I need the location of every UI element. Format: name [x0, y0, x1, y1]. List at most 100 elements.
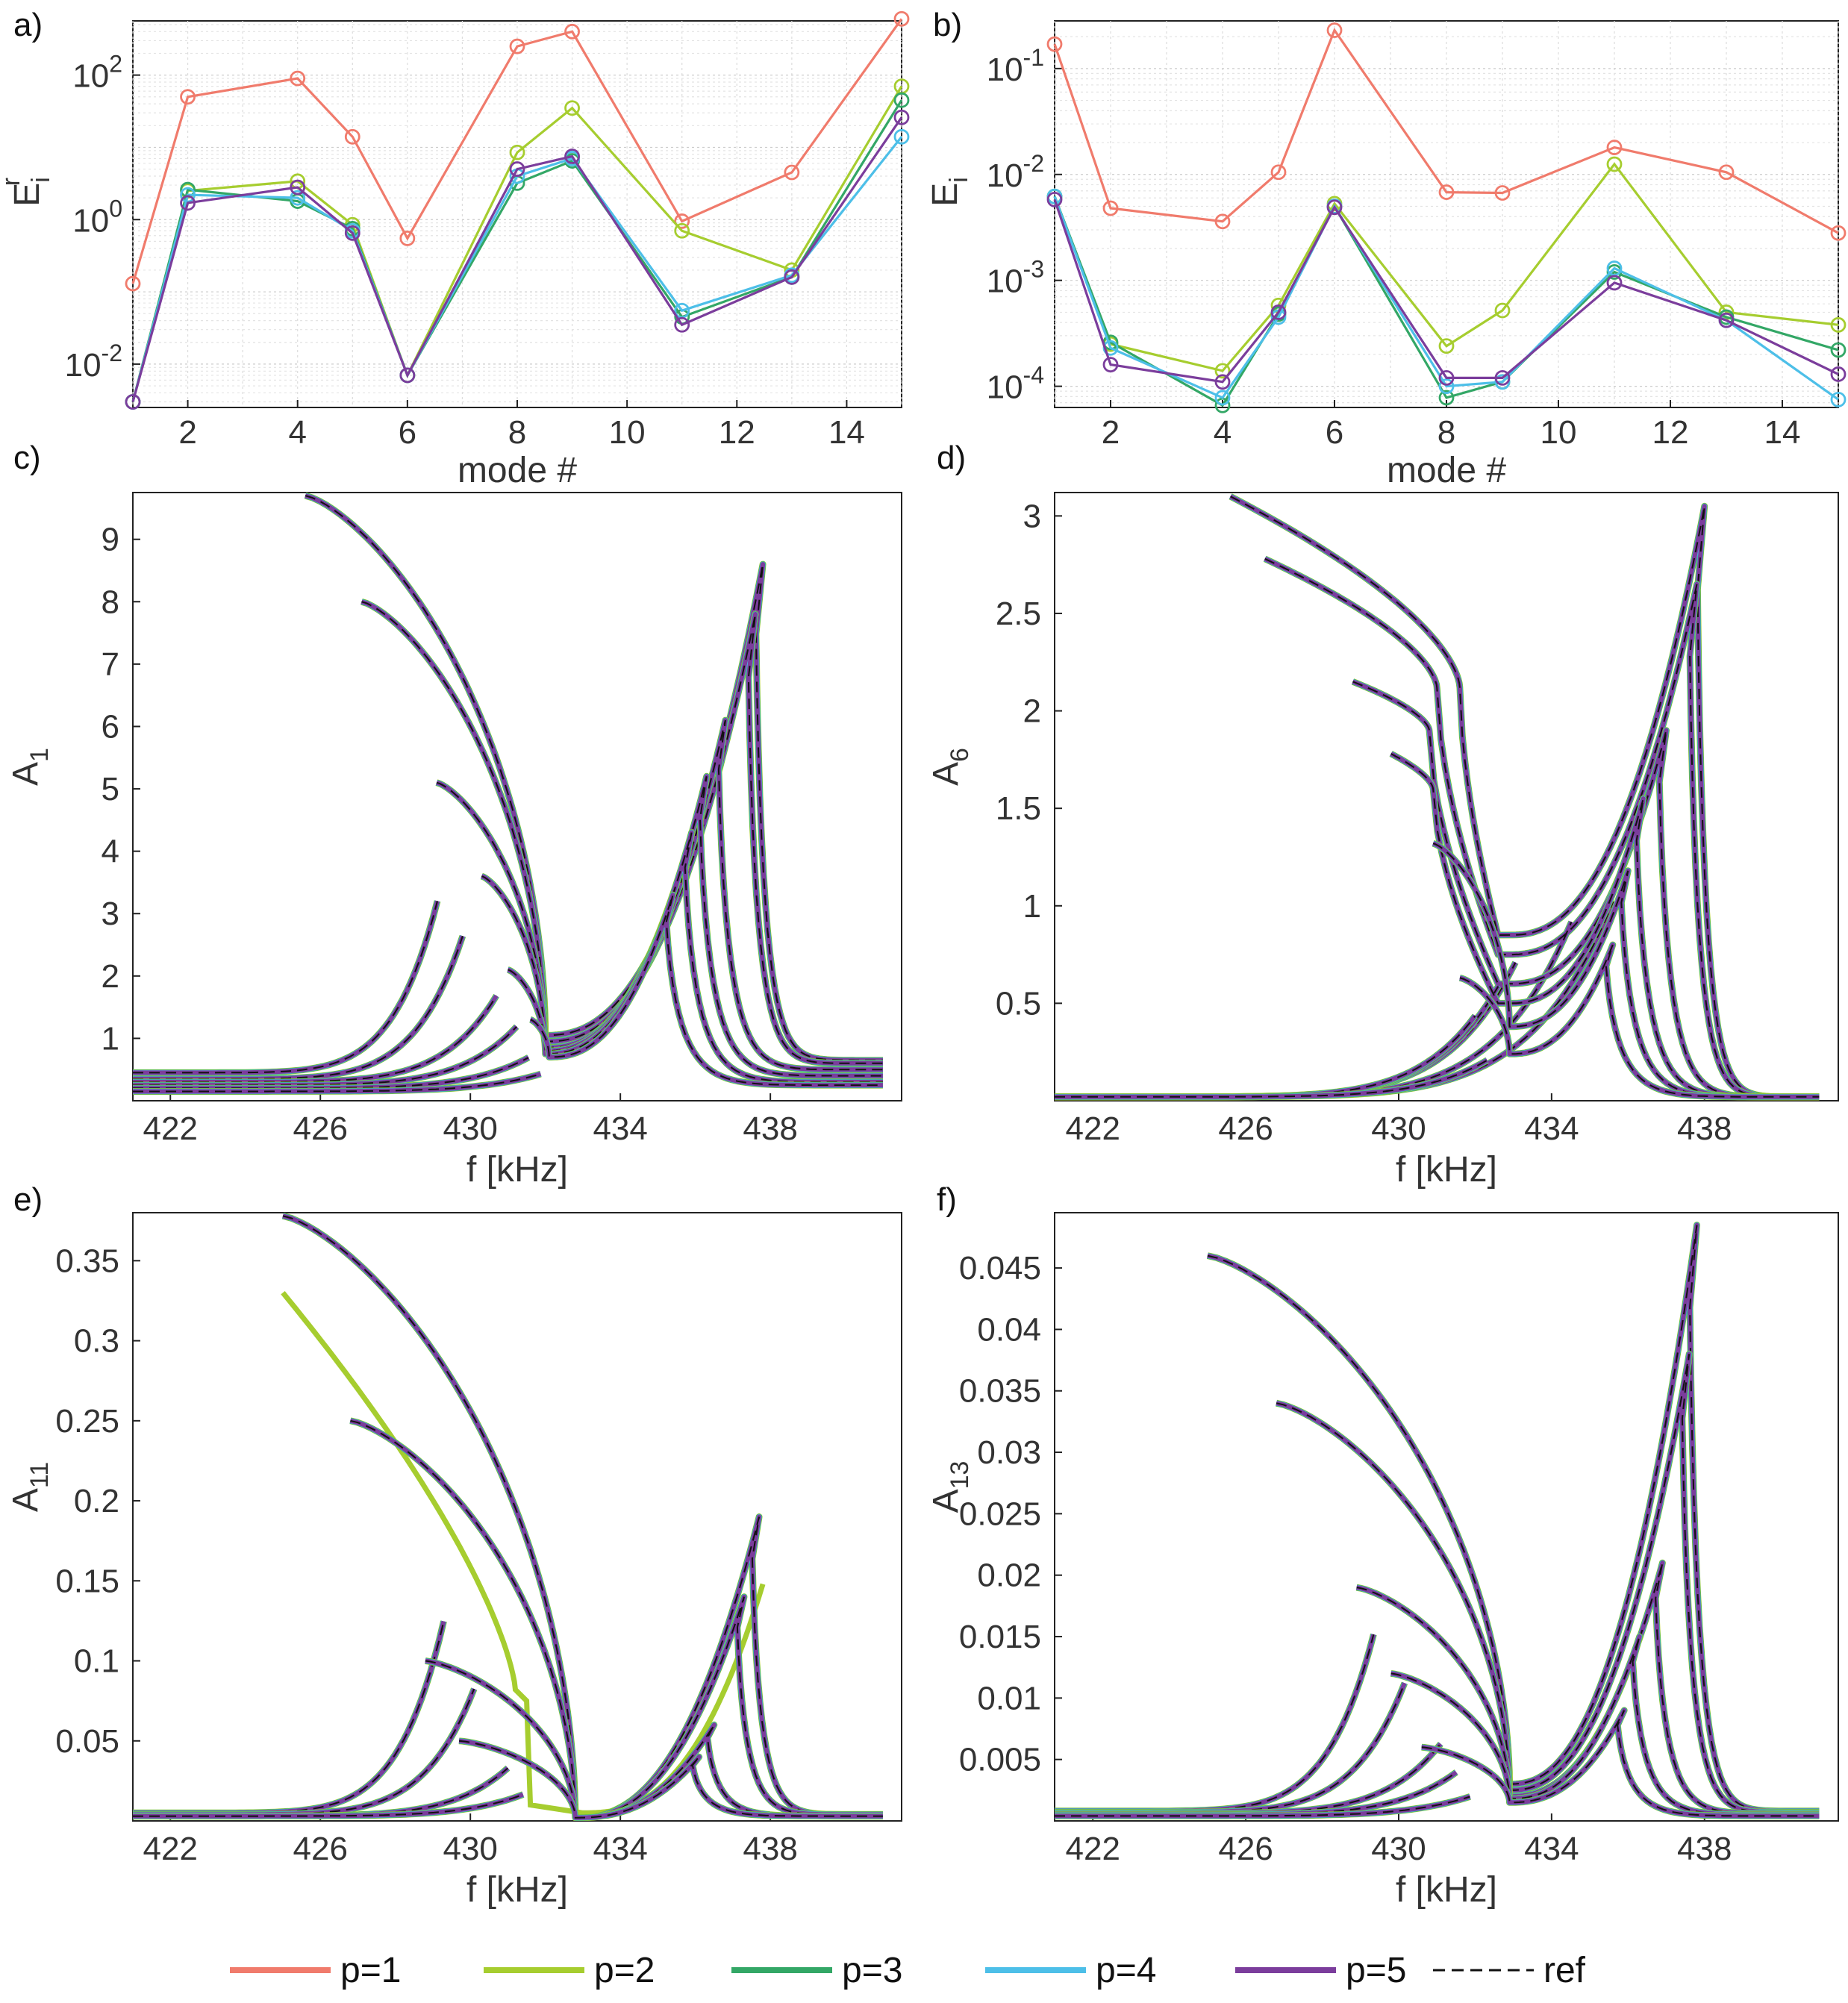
- x-tick-label: 12: [719, 414, 755, 451]
- y-tick-label: 0.045: [959, 1250, 1041, 1287]
- data-point: [893, 128, 910, 145]
- x-tick-label: 434: [1524, 1110, 1579, 1147]
- data-point: [180, 89, 196, 105]
- y-tick-label: 102: [72, 51, 122, 95]
- x-tick-label: 426: [293, 1110, 348, 1147]
- x-tick-label: 422: [1066, 1831, 1120, 1867]
- y-axis-label-sub: 6: [946, 748, 974, 762]
- y-axis-label-main: E: [7, 183, 47, 207]
- y-tick-label: 0.35: [55, 1243, 119, 1279]
- y-axis-label: A1: [6, 748, 54, 786]
- y-tick-base: 10: [72, 202, 109, 239]
- data-point: [1438, 338, 1455, 354]
- y-axis-label-main: E: [925, 183, 965, 207]
- y-tick-base: 10: [72, 58, 109, 95]
- series-line: [131, 116, 903, 402]
- x-tick-label: 6: [1326, 414, 1343, 451]
- ref-upper: [1459, 944, 1820, 1098]
- data-point: [1046, 191, 1063, 207]
- data-point: [1438, 369, 1455, 386]
- x-tick-label: 430: [443, 1110, 497, 1147]
- y-tick-label: 0.015: [959, 1619, 1041, 1655]
- y-tick-label: 1: [102, 1020, 119, 1057]
- response-curve: [133, 1737, 883, 1821]
- data-point: [1494, 302, 1511, 319]
- x-axis-label: f [kHz]: [466, 1150, 568, 1190]
- series-line: [1053, 199, 1839, 384]
- y-tick-label: 7: [102, 646, 119, 683]
- y-tick-label: 0.1: [74, 1643, 119, 1680]
- panel-label: b): [933, 7, 962, 43]
- data-point: [399, 367, 416, 384]
- y-tick-label: 10-2: [987, 150, 1044, 194]
- ref-lower: [133, 1073, 541, 1093]
- y-axis-label-main: A: [6, 1488, 46, 1512]
- y-tick-label: 0.04: [977, 1311, 1041, 1348]
- panel-f: f) 422 426 430 434 438 0.005 0.01 0.015 0.02 0.025…: [926, 1181, 1839, 1910]
- curves: [1055, 493, 1820, 1101]
- legend-item: ref: [1433, 1951, 1586, 1990]
- ref-upper: [1230, 496, 1820, 1098]
- legend-item: p=1: [230, 1951, 401, 1990]
- panel-label: c): [13, 440, 41, 476]
- y-axis-label-sub: 13: [946, 1461, 974, 1490]
- y-axis-label-sub: 1: [25, 748, 54, 762]
- y-tick-label: 2.5: [996, 596, 1041, 632]
- legend-item: p=4: [985, 1951, 1156, 1990]
- ref-lower: [133, 1026, 517, 1087]
- panel-e: e) 422 426 430 434 438 0.05 0.1 0.15 0.2 0.25 0.3 0.…: [6, 1181, 902, 1910]
- data-point: [180, 195, 196, 211]
- y-tick-label: 100: [72, 195, 122, 239]
- x-tick-label: 438: [743, 1110, 797, 1147]
- data-point: [674, 316, 690, 333]
- legend-item: p=5: [1235, 1951, 1406, 1990]
- y-tick-label: 0.2: [74, 1483, 119, 1519]
- y-tick-exponent: 2: [109, 51, 122, 78]
- x-tick-label: 434: [593, 1110, 647, 1147]
- data-point: [1606, 140, 1623, 155]
- data-point: [1214, 390, 1231, 406]
- legend: p=1 p=2 p=3 p=4 p=5 ref: [230, 1951, 1586, 1990]
- y-tick-label: 6: [102, 708, 119, 745]
- data-point: [784, 269, 800, 285]
- x-tick-label: 438: [743, 1831, 797, 1867]
- x-tick-label: 2: [178, 414, 196, 451]
- x-tick-label: 426: [293, 1831, 348, 1867]
- y-tick-label: 0.15: [55, 1563, 119, 1599]
- panel-d: d) 422 426 430 434 438 0.5 1 1.5 2 2.5 3 f [kHz] A6: [926, 440, 1839, 1190]
- y-axis-label-main: A: [926, 762, 966, 786]
- data-point: [1438, 390, 1455, 406]
- y-tick-label: 5: [102, 771, 119, 807]
- y-tick-label: 9: [102, 522, 119, 558]
- y-tick-label: 0.03: [977, 1434, 1041, 1471]
- y-tick-exponent: -2: [102, 340, 122, 366]
- x-tick-label: 430: [1371, 1831, 1426, 1867]
- grid: [132, 21, 902, 407]
- ref-lower: [1055, 1796, 1470, 1817]
- y-axis-label: A11: [6, 1462, 54, 1512]
- ref-upper: [282, 1215, 883, 1819]
- x-tick-label: 14: [828, 414, 865, 451]
- ref-upper: [1390, 1636, 1820, 1816]
- data-point: [1494, 369, 1511, 386]
- response-curve: [133, 493, 883, 1076]
- y-axis-label-main: A: [926, 1489, 966, 1513]
- y-axis-label-sub: i: [945, 177, 973, 183]
- data-point: [893, 92, 910, 108]
- y-tick-label: 0.5: [996, 985, 1041, 1022]
- data-point: [1606, 275, 1623, 291]
- x-tick-label: 10: [609, 414, 646, 451]
- x-tick-label: 2: [1102, 414, 1120, 451]
- ref-lower: [1055, 1059, 1488, 1098]
- y-tick-label: 0.005: [959, 1742, 1041, 1778]
- data-point: [1214, 363, 1231, 379]
- x-tick-label: 10: [1540, 414, 1577, 451]
- legend-item: p=2: [484, 1951, 655, 1990]
- legend-label: ref: [1543, 1951, 1586, 1990]
- grid: [1054, 21, 1839, 407]
- x-tick-label: 438: [1677, 1110, 1732, 1147]
- x-tick-label: 434: [1524, 1831, 1579, 1867]
- y-axis-label-main: A: [6, 762, 46, 786]
- ref-upper: [305, 495, 883, 1061]
- y-axis-label: A6: [926, 748, 974, 786]
